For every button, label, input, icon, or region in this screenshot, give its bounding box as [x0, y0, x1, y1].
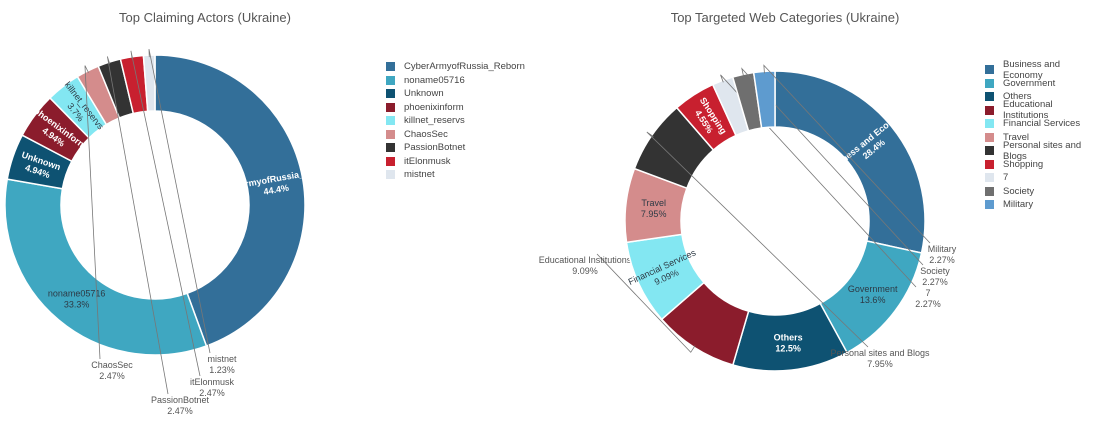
legend-label: Shopping	[1003, 158, 1044, 170]
legend-item-phoenixinform[interactable]: phoenixinform	[386, 101, 525, 115]
legend-item-government[interactable]: Government	[985, 77, 1100, 91]
legend-label: itElonmusk	[404, 155, 451, 167]
slice-label-government: Government 13.6%	[848, 284, 898, 305]
legend-label: Financial Services	[1003, 118, 1081, 130]
legend-item-shopping[interactable]: Shopping	[985, 158, 1100, 172]
slice-label-others: Others 12.5%	[774, 332, 803, 353]
legend-swatch	[985, 146, 994, 156]
slice-label-mistnet: mistnet 1.23%	[207, 354, 237, 375]
legend-label: Personal sites and Blogs	[1003, 139, 1082, 162]
legend-label: Unknown	[404, 88, 444, 100]
legend-label: killnet_reservs	[404, 115, 465, 127]
leader-line-passionbotnet	[106, 56, 169, 395]
legend-swatch	[985, 78, 994, 88]
legend-swatch	[985, 173, 994, 183]
leader-line-military	[763, 64, 931, 244]
legend-item-travel[interactable]: Travel	[985, 131, 1100, 145]
legend-swatch	[386, 170, 395, 180]
legend-label: PassionBotnet	[404, 142, 466, 154]
legend-swatch	[386, 75, 395, 85]
slice-mistnet[interactable]	[142, 54, 156, 113]
legend-label: 7	[1003, 172, 1009, 184]
legend-item-military[interactable]: Military	[985, 198, 1100, 212]
legend-item-passionbotnet[interactable]: PassionBotnet	[386, 141, 525, 155]
slice-cyberarmyofrussia-reborn[interactable]	[154, 54, 306, 347]
legend-label: mistnet	[404, 169, 435, 181]
legend-item-society[interactable]: Society	[985, 185, 1100, 199]
slice-label-society: Society 2.27%	[920, 266, 950, 287]
donut-web-categories: Business and Economy28.4%Government 13.6%…	[539, 64, 957, 372]
legend-item-educational-institutions[interactable]: Educational Institutions	[985, 99, 1100, 121]
legend-label: Society	[1003, 185, 1035, 197]
legend-label: Others	[1003, 91, 1032, 103]
slice-military[interactable]	[752, 70, 776, 129]
legend-swatch	[386, 102, 395, 112]
legend-swatch	[985, 200, 994, 210]
legend-swatch	[386, 129, 395, 139]
slice-label-personal-sites-and-blogs: Personal sites and Blogs 7.95%	[830, 348, 930, 369]
leader-line-mistnet	[148, 49, 211, 354]
slice-label-educational-institutions: Educational Institutions 9.09%	[539, 255, 632, 276]
slice-noname05716[interactable]	[4, 178, 208, 356]
leader-line-7	[720, 74, 917, 288]
slice-label-passionbotnet: PassionBotnet 2.47%	[151, 395, 210, 416]
slice-label-itelonmusk: itElonmusk 2.47%	[190, 377, 235, 398]
legend-item-itelonmusk[interactable]: itElonmusk	[386, 155, 525, 169]
legend-swatch	[985, 132, 994, 142]
legend-web-categories: Business and Economy Government Others Educ…	[985, 59, 1100, 212]
legend-item-personal-sites-and-blogs[interactable]: Personal sites and Blogs	[985, 140, 1100, 162]
slice-label-7: 7 2.27%	[915, 288, 941, 309]
leader-line-itelonmusk	[130, 50, 201, 377]
legend-item-noname05716[interactable]: noname05716	[386, 74, 525, 88]
legend-swatch	[985, 159, 994, 169]
legend-label: Travel	[1003, 131, 1030, 143]
donut-claiming-actors: CyberArmyofRussia_Reborn44.4%noname05716…	[4, 49, 336, 416]
slice-business-and-economy[interactable]	[774, 70, 926, 254]
legend-swatch	[985, 186, 994, 196]
legend-label: noname05716	[404, 74, 465, 86]
legend-item-unknown[interactable]: Unknown	[386, 87, 525, 101]
leader-line-personal-sites-and-blogs	[646, 131, 869, 348]
legend-label: Government	[1003, 77, 1056, 89]
legend-swatch	[386, 62, 395, 72]
legend-item-mistnet[interactable]: mistnet	[386, 168, 525, 182]
legend-label: ChaosSec	[404, 128, 448, 140]
legend-swatch	[985, 65, 994, 75]
chart-title-web-categories: Top Targeted Web Categories (Ukraine)	[670, 10, 900, 25]
chart-title-claiming-actors: Top Claiming Actors (Ukraine)	[119, 10, 291, 25]
legend-item-7[interactable]: 7	[985, 171, 1100, 185]
legend-item-others[interactable]: Others	[985, 90, 1100, 104]
legend-label: Military	[1003, 199, 1034, 211]
leader-line-society	[741, 67, 924, 266]
slice-label-military: Military 2.27%	[928, 244, 957, 265]
leader-line-educational-institutions	[596, 253, 696, 353]
legend-item-financial-services[interactable]: Financial Services	[985, 117, 1100, 131]
legend-swatch	[386, 156, 395, 166]
legend-claiming-actors: CyberArmyofRussia_Reborn noname05716 Unkno…	[386, 60, 525, 182]
legend-item-killnet-reservs[interactable]: killnet_reservs	[386, 114, 525, 128]
legend-swatch	[985, 119, 994, 129]
legend-label: Business and Economy	[1003, 58, 1061, 81]
leader-line-chaossec	[84, 65, 101, 360]
legend-swatch	[985, 92, 994, 102]
legend-label: Educational Institutions	[1003, 99, 1053, 122]
legend-swatch	[386, 143, 395, 153]
legend-item-chaossec[interactable]: ChaosSec	[386, 128, 525, 142]
legend-swatch	[386, 116, 395, 126]
legend-swatch	[386, 89, 395, 99]
legend-label: phoenixinform	[404, 101, 464, 113]
legend-item-cyberarmyofrussia-reborn[interactable]: CyberArmyofRussia_Reborn	[386, 60, 525, 74]
slice-label-noname05716: noname05716 33.3%	[48, 289, 106, 310]
legend-label: CyberArmyofRussia_Reborn	[404, 61, 525, 73]
slice-label-travel: Travel 7.95%	[641, 198, 667, 219]
legend-item-business-and-economy[interactable]: Business and Economy	[985, 59, 1100, 81]
legend-swatch	[985, 105, 994, 115]
slice-label-chaossec: ChaosSec 2.47%	[91, 360, 133, 381]
